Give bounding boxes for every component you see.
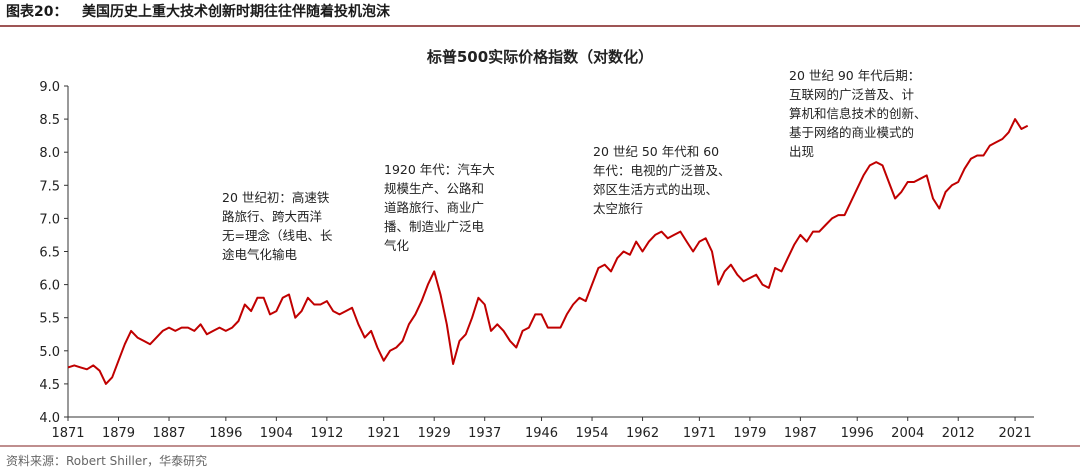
annotation: 1920 年代：汽车大 [384, 162, 495, 177]
x-tick-label: 1871 [51, 426, 84, 441]
y-tick-label: 6.0 [39, 279, 60, 294]
data-line [67, 118, 1029, 385]
figure-label: 图表20： [6, 3, 67, 20]
x-tick-label: 1896 [209, 426, 242, 441]
annotation: 规模生产、公路和 [384, 181, 484, 196]
annotation: 出现 [789, 144, 814, 159]
x-tick-label: 1879 [102, 426, 135, 441]
x-tick-label: 1954 [575, 426, 608, 441]
annotation: 途电气化输电 [222, 247, 298, 262]
x-tick-label: 1887 [152, 426, 185, 441]
y-tick-label: 4.0 [39, 411, 60, 426]
annotation: 路旅行、跨大西洋 [222, 209, 322, 224]
annotation: 无=理念（线电、长 [222, 228, 333, 243]
y-tick-label: 7.0 [39, 212, 60, 227]
x-tick-label: 1962 [626, 426, 659, 441]
y-tick-label: 8.0 [39, 146, 60, 161]
x-tick-label: 2021 [999, 426, 1032, 441]
annotation: 基于网络的商业模式的 [789, 125, 914, 140]
annotation: 播、制造业广泛电 [384, 219, 485, 234]
y-tick-label: 7.5 [39, 179, 60, 194]
y-tick-label: 5.0 [39, 345, 60, 360]
annotation: 道路旅行、商业广 [384, 200, 484, 215]
x-tick-label: 1979 [733, 426, 766, 441]
chart-title: 标普500实际价格指数（对数化） [426, 48, 653, 66]
x-tick-label: 1904 [260, 426, 293, 441]
annotation: 互联网的广泛普及、计 [789, 87, 914, 102]
y-tick-label: 6.5 [39, 246, 60, 261]
x-tick-label: 2012 [942, 426, 975, 441]
annotation: 20 世纪初：高速铁 [222, 190, 330, 205]
annotation: 年代：电视的广泛普及、 [593, 163, 731, 178]
x-tick-label: 1996 [841, 426, 874, 441]
annotation: 太空旅行 [593, 201, 643, 216]
x-tick-label: 1912 [310, 426, 343, 441]
x-tick-label: 1971 [683, 426, 716, 441]
y-tick-label: 8.5 [39, 113, 60, 128]
x-tick-label: 2004 [891, 426, 924, 441]
figure-title: 美国历史上重大技术创新时期往往伴随着投机泡沫 [82, 3, 391, 20]
y-tick-label: 9.0 [39, 80, 60, 95]
source-note: 资料来源：Robert Shiller，华泰研究 [6, 453, 207, 468]
annotation: 气化 [384, 238, 410, 253]
annotation: 20 世纪 90 年代后期： [789, 68, 920, 83]
y-tick-label: 4.5 [39, 378, 60, 393]
x-tick-label: 1921 [367, 426, 400, 441]
annotation: 算机和信息技术的创新、 [789, 106, 927, 121]
x-tick-label: 1929 [418, 426, 451, 441]
annotation: 郊区生活方式的出现、 [593, 182, 718, 197]
x-tick-label: 1946 [525, 426, 558, 441]
annotation: 20 世纪 50 年代和 60 [593, 144, 719, 159]
x-tick-label: 1937 [468, 426, 501, 441]
x-tick-label: 1987 [784, 426, 817, 441]
y-tick-label: 5.5 [39, 312, 60, 327]
